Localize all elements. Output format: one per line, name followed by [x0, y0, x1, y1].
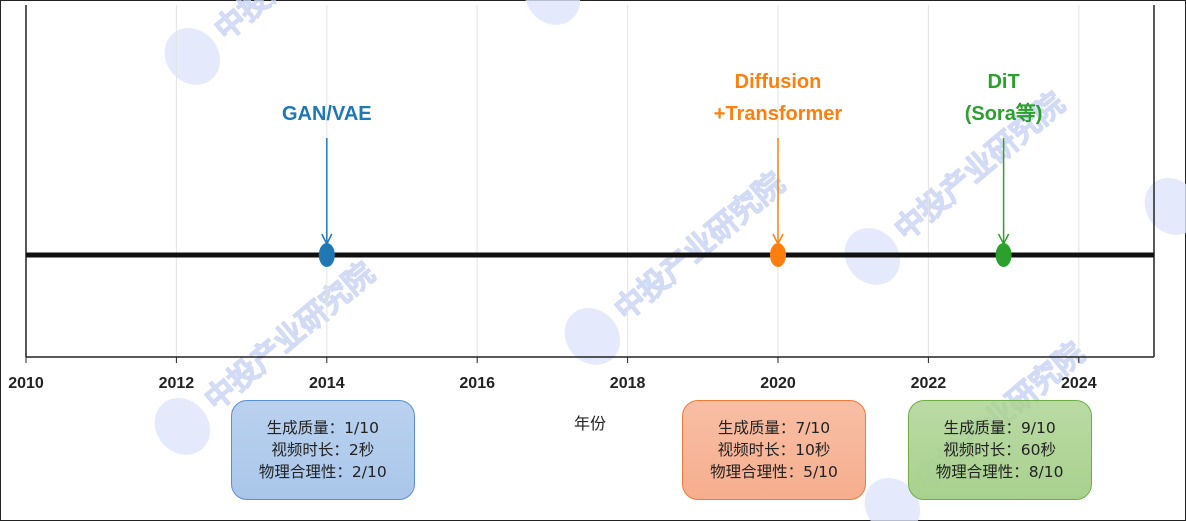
event-info-line: 物理合理性：5/10 [710, 463, 838, 481]
watermark: 中投产业研究院 [524, 0, 581, 25]
event-label: GAN/VAE [282, 103, 372, 125]
event-info-line: 生成质量：7/10 [717, 419, 831, 437]
x-tick-label: 2012 [159, 375, 195, 392]
x-tick-label: 2014 [309, 375, 345, 392]
event-info-line: 物理合理性：8/10 [935, 463, 1064, 481]
watermark-text: 中投产业研究院 [208, 0, 391, 48]
event-info-line: 视频时长：2秒 [271, 441, 375, 459]
event-label: (Sora等) [965, 101, 1043, 125]
watermark-logo [154, 398, 211, 455]
event-info-line: 视频时长：10秒 [717, 441, 831, 459]
x-tick-label: 2010 [8, 375, 44, 392]
watermark-text: 中投产业研究院 [198, 256, 381, 418]
event-info-box: 生成质量：1/10 视频时长：2秒 物理合理性：2/10 [230, 400, 415, 500]
watermark-text: 中投产业研究院 [608, 166, 791, 328]
x-tick-label: 2024 [1061, 375, 1097, 392]
watermark: 中投产业研究院 [564, 165, 792, 365]
event-info-line: 视频时长：60秒 [943, 441, 1056, 459]
x-tick-label: 2020 [760, 375, 796, 392]
watermark-logo [164, 28, 221, 85]
event-marker [318, 243, 335, 267]
watermark-logo [524, 0, 581, 25]
x-tick-label: 2018 [610, 375, 646, 392]
event-marker [770, 243, 786, 267]
x-tick-label: 2022 [911, 375, 947, 392]
event-info-line: 生成质量：9/10 [943, 419, 1056, 437]
event-info-box: 生成质量：7/10 视频时长：10秒 物理合理性：5/10 [682, 400, 866, 500]
event-marker [995, 243, 1012, 267]
event-label: DiT [987, 71, 1019, 93]
event-info-line: 物理合理性：2/10 [258, 463, 387, 481]
event-info-line: 生成质量：1/10 [266, 419, 379, 437]
watermark-logo [1144, 178, 1186, 235]
x-axis-label: 年份 [574, 414, 606, 433]
watermark-logo [564, 308, 621, 365]
event-info-box: 生成质量：9/10 视频时长：60秒 物理合理性：8/10 [907, 400, 1092, 500]
event-label: Diffusion [735, 71, 822, 93]
event-label: +Transformer [714, 103, 843, 125]
x-tick-label: 2016 [459, 375, 495, 392]
watermark: 中投产业研究院 [1144, 178, 1186, 235]
watermark: 中投产业研究院 [164, 0, 392, 85]
